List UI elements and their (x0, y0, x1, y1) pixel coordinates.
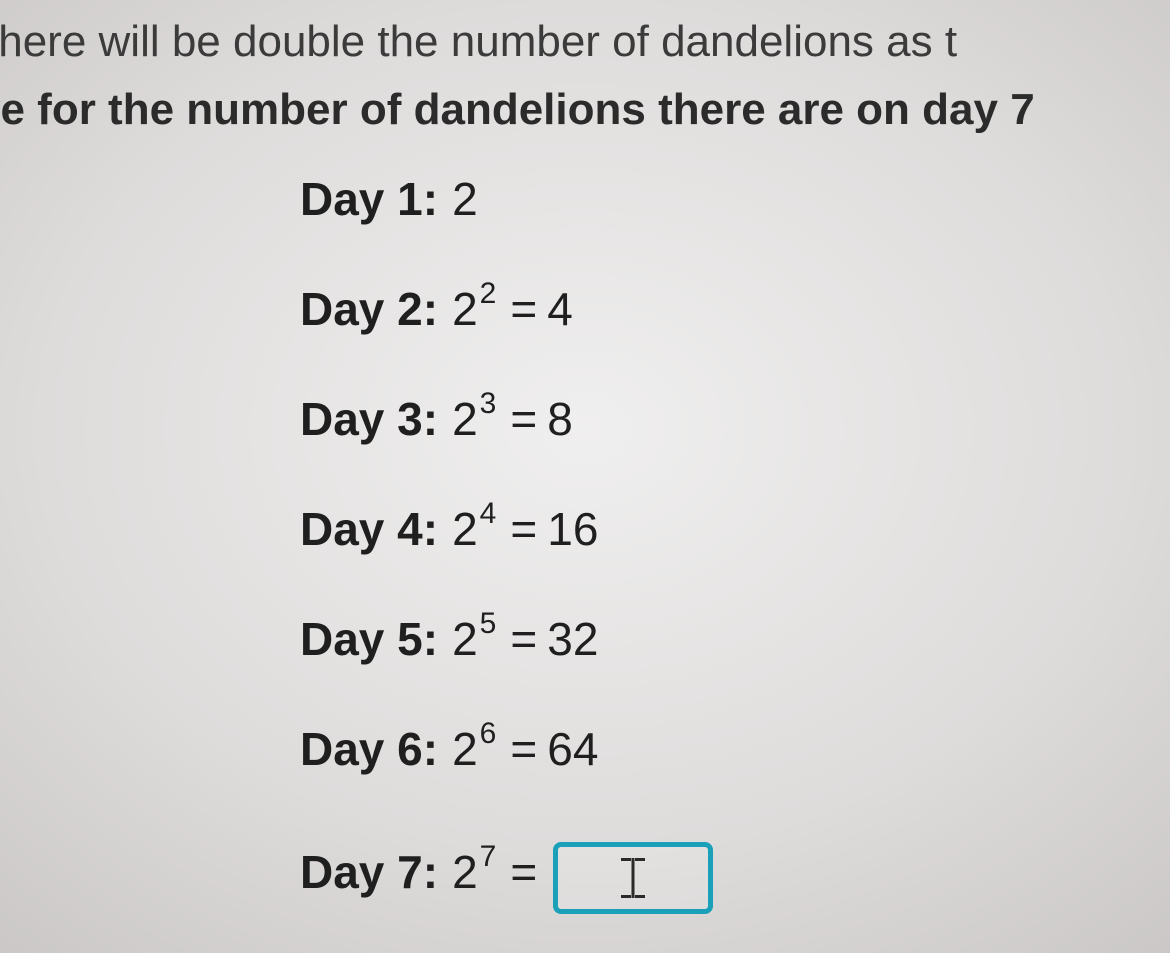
day-expression: 2 7 = (452, 832, 713, 904)
day-label: Day 4: (300, 502, 438, 556)
day-row: Day 5: 2 5 = 32 (300, 612, 1170, 702)
expr-value: 4 (547, 282, 573, 336)
equals-sign: = (510, 722, 537, 776)
expr-exponent: 4 (480, 497, 497, 531)
day-label: Day 1: (300, 172, 438, 226)
expr-base: 2 (452, 502, 478, 556)
day-expression: 2 3 = 8 (452, 392, 573, 446)
equals-sign: = (510, 612, 537, 666)
expr-exponent: 5 (480, 607, 497, 641)
days-list: Day 1: 2 Day 2: 2 2 = 4 Day 3: 2 3 = 8 (300, 172, 1170, 922)
expr-value: 32 (547, 612, 598, 666)
day-label: Day 6: (300, 722, 438, 776)
problem-intro: there will be double the number of dande… (0, 0, 1170, 144)
day-row: Day 1: 2 (300, 172, 1170, 262)
equals-sign: = (510, 502, 537, 556)
expr-value: 8 (547, 392, 573, 446)
intro-line-1: there will be double the number of dande… (0, 8, 1170, 76)
expr-base: 2 (452, 172, 478, 226)
day-row: Day 2: 2 2 = 4 (300, 282, 1170, 372)
day-label: Day 2: (300, 282, 438, 336)
expr-exponent: 2 (480, 277, 497, 311)
expr-value: 16 (547, 502, 598, 556)
expr-exponent: 3 (480, 387, 497, 421)
expr-exponent: 7 (480, 840, 497, 874)
day-label: Day 7: (300, 845, 438, 899)
day-label: Day 3: (300, 392, 438, 446)
expr-value: 64 (547, 722, 598, 776)
day-expression: 2 2 = 4 (452, 282, 573, 336)
text-cursor-icon (618, 858, 648, 898)
day-expression: 2 (452, 172, 478, 226)
equals-sign: = (510, 392, 537, 446)
day-expression: 2 5 = 32 (452, 612, 598, 666)
day-row: Day 4: 2 4 = 16 (300, 502, 1170, 592)
equals-sign: = (510, 282, 537, 336)
intro-line-2: ve for the number of dandelions there ar… (0, 76, 1170, 144)
expr-base: 2 (452, 282, 478, 336)
day-row: Day 3: 2 3 = 8 (300, 392, 1170, 482)
day-expression: 2 4 = 16 (452, 502, 598, 556)
answer-input[interactable] (553, 842, 713, 914)
expr-base: 2 (452, 845, 478, 899)
expr-exponent: 6 (480, 717, 497, 751)
equals-sign: = (510, 845, 537, 899)
day-label: Day 5: (300, 612, 438, 666)
expr-base: 2 (452, 722, 478, 776)
day-row: Day 6: 2 6 = 64 (300, 722, 1170, 812)
day-expression: 2 6 = 64 (452, 722, 598, 776)
day-row: Day 7: 2 7 = (300, 832, 1170, 922)
expr-base: 2 (452, 392, 478, 446)
expr-base: 2 (452, 612, 478, 666)
